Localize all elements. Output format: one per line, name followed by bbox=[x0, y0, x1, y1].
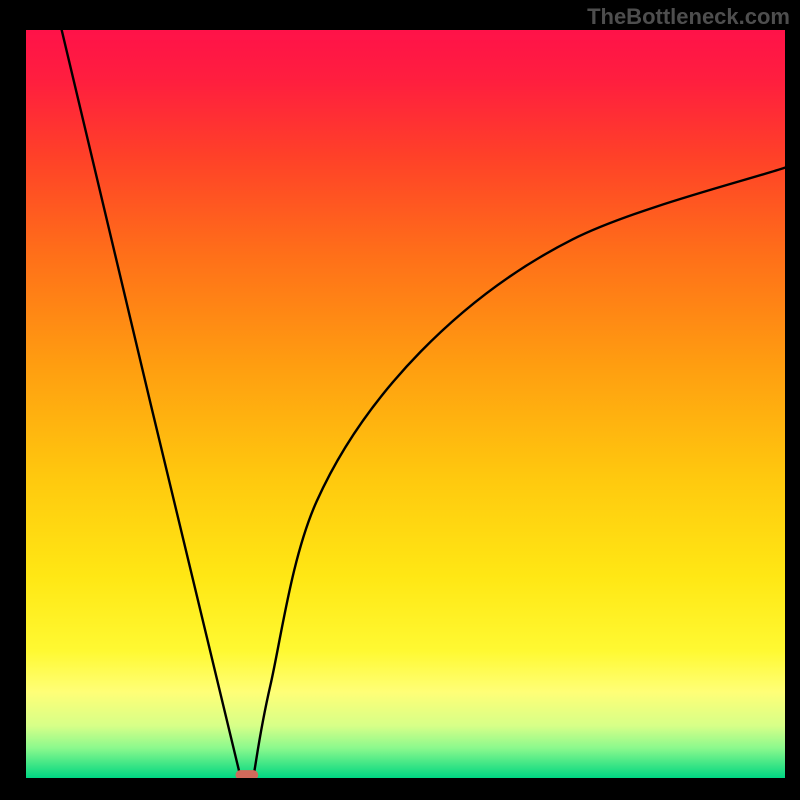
gradient-background bbox=[26, 30, 785, 778]
bottleneck-chart bbox=[0, 0, 800, 800]
chart-container: TheBottleneck.com bbox=[0, 0, 800, 800]
watermark-text: TheBottleneck.com bbox=[587, 4, 790, 30]
